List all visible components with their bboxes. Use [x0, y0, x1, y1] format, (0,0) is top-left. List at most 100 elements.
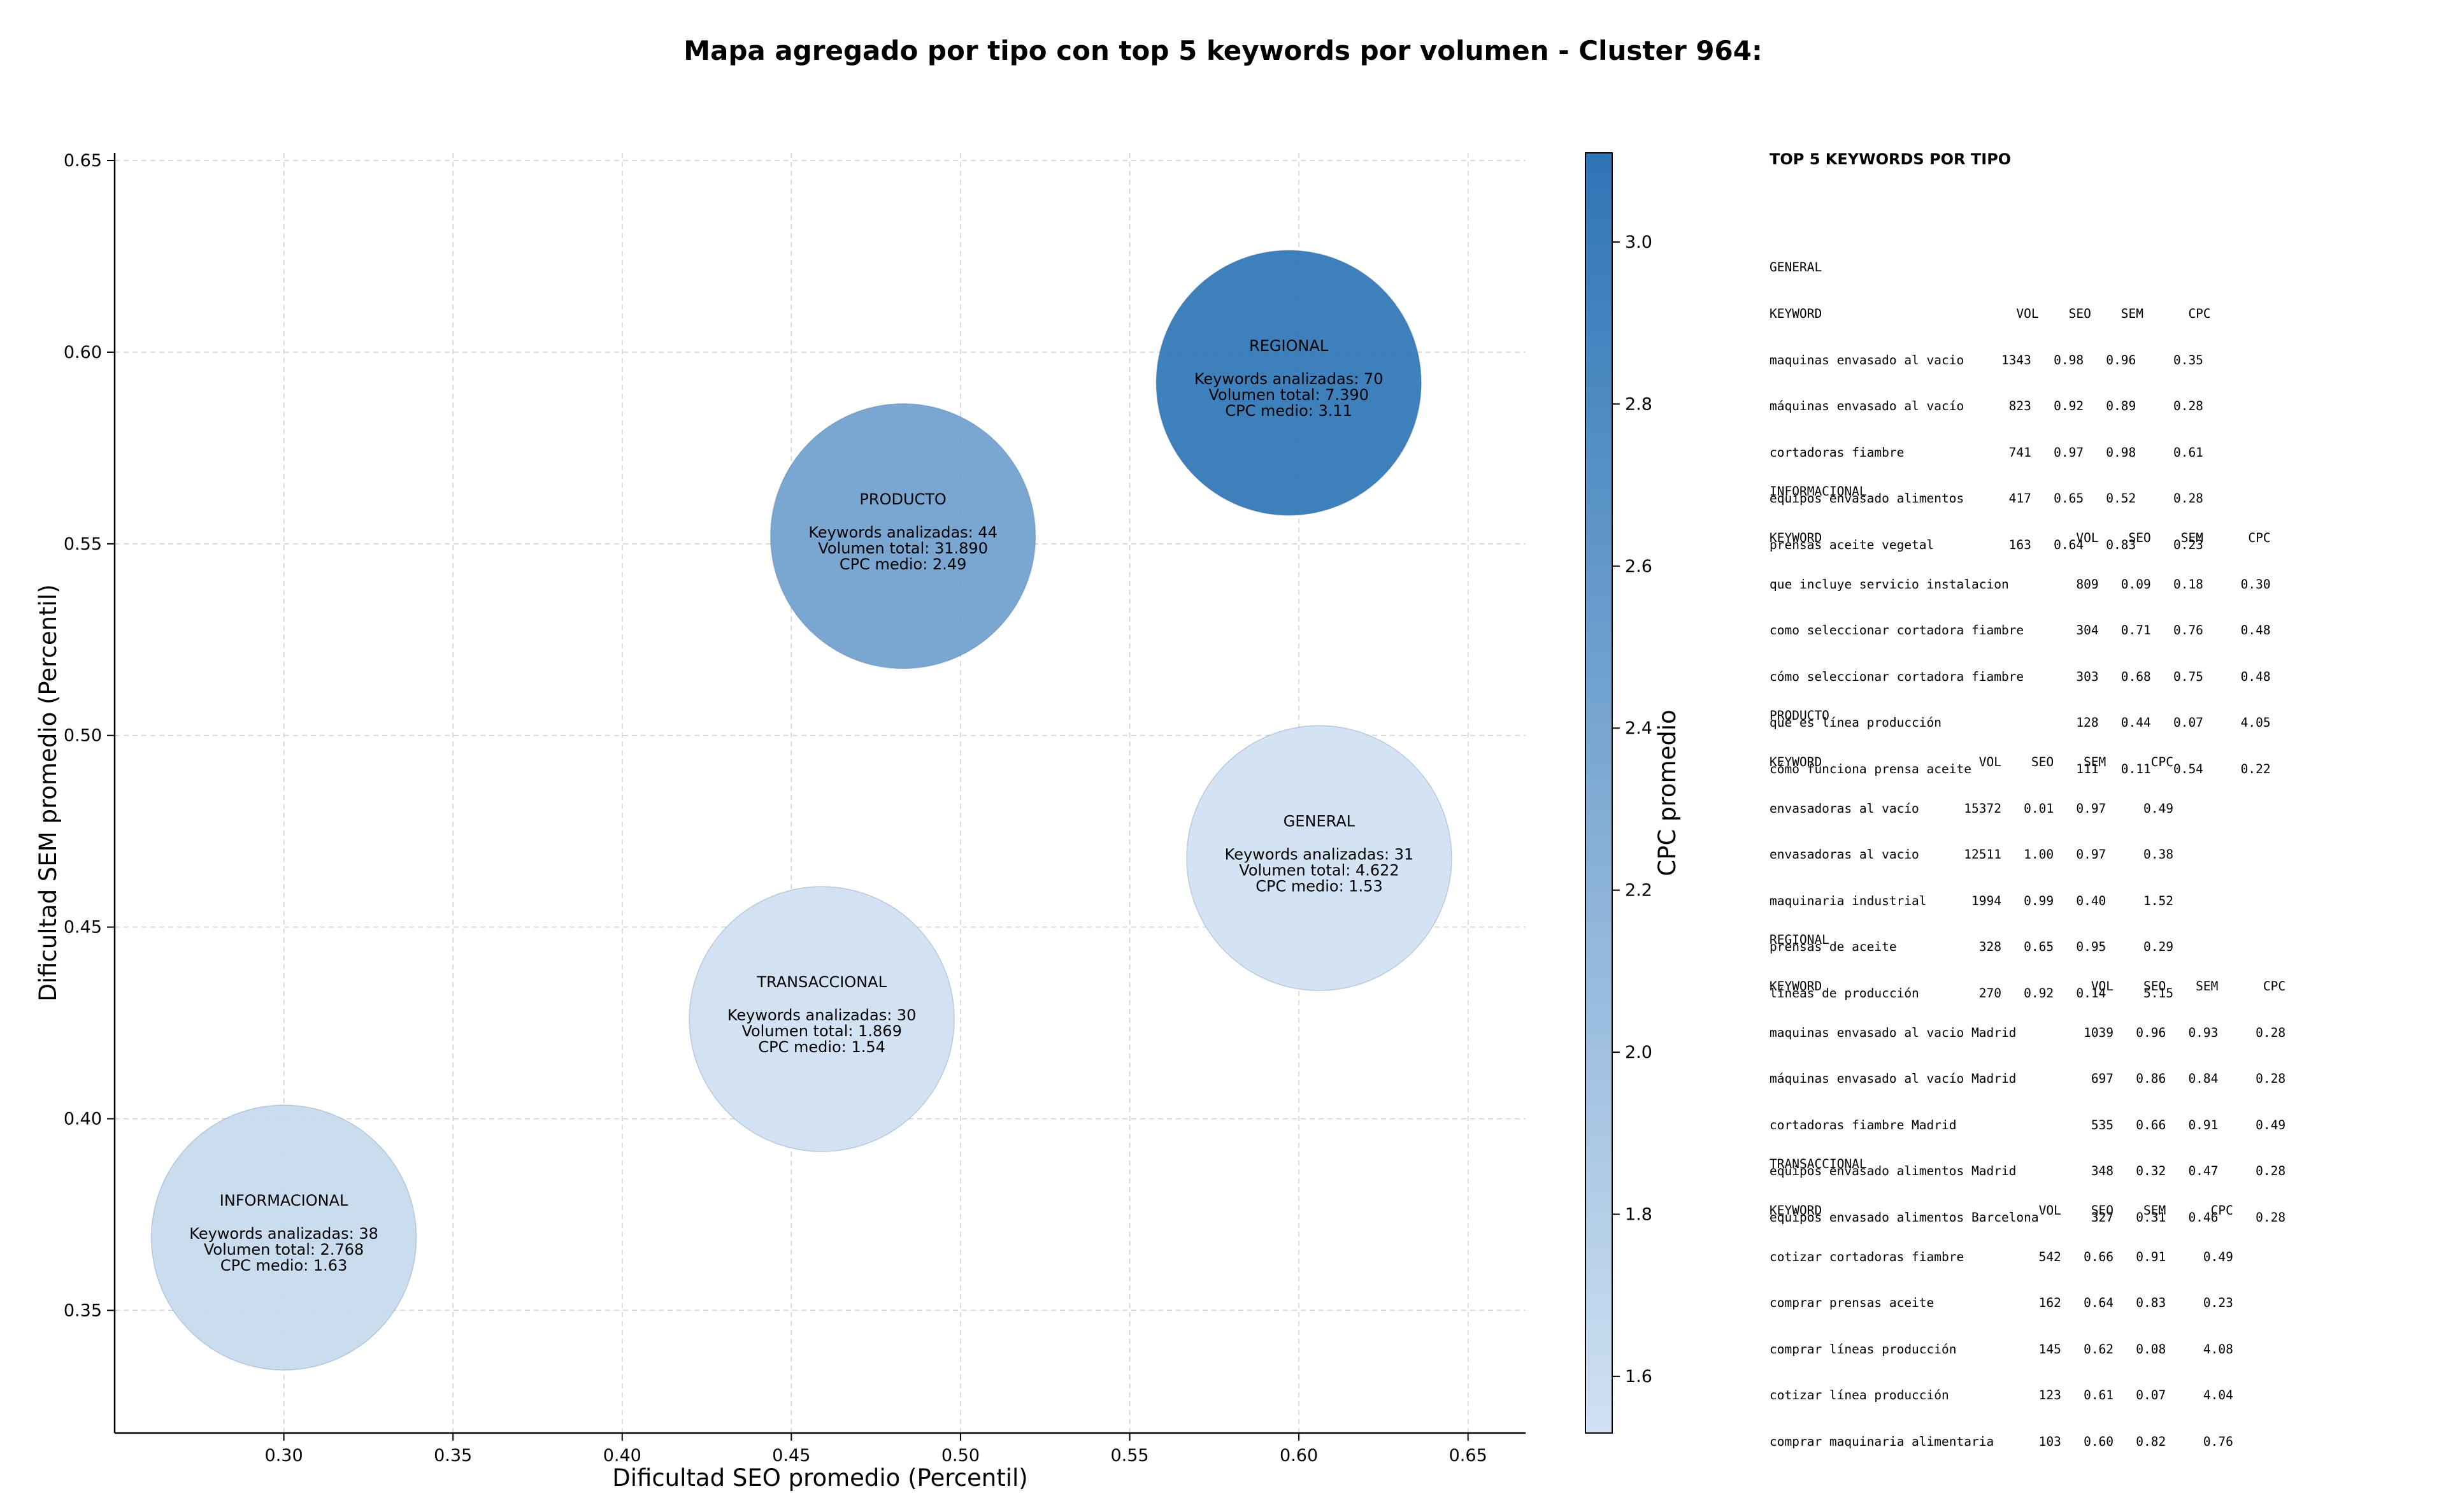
- bubble-stat: CPC medio: 1.53: [1255, 877, 1383, 895]
- colorbar: 1.6 1.8 2.0 2.2 2.4 2.6 2.8 3.0 CPC promedio: [1585, 152, 1681, 1434]
- table-row: cortadoras fiambre 741 0.97 0.98 0.61: [1770, 445, 2203, 460]
- table-header: KEYWORD VOL SEO SEM CPC: [1770, 1203, 2233, 1218]
- table-row: líneas de producción 270 0.92 0.14 5.15: [1770, 986, 2173, 1001]
- x-axis-label: Dificultad SEO promedio (Percentil): [612, 1464, 1027, 1492]
- y-tick-label: 0.50: [64, 726, 102, 746]
- colorbar-label: CPC promedio: [1654, 710, 1681, 876]
- table-header: KEYWORD VOL SEO SEM CPC: [1770, 755, 2173, 770]
- colorbar-tick-label: 2.6: [1625, 557, 1652, 576]
- top-keywords-panel: TOP 5 KEYWORDS POR TIPO GENERAL KEYWORD …: [1770, 150, 2432, 1449]
- block-title: REGIONAL: [1770, 932, 1829, 948]
- table-row: comprar prensas aceite 162 0.64 0.83 0.2…: [1770, 1295, 2233, 1311]
- chart-title: Mapa agregado por tipo con top 5 keyword…: [683, 35, 1763, 66]
- x-tick-label: 0.50: [941, 1446, 980, 1466]
- table-row: prensas de aceite 328 0.65 0.95 0.29: [1770, 939, 2173, 955]
- keyword-block-transaccional: TRANSACCIONAL KEYWORD VOL SEO SEM CPC co…: [1770, 1126, 2233, 1481]
- table-header: KEYWORD VOL SEO SEM CPC: [1770, 306, 2211, 322]
- x-tick-label: 0.30: [265, 1446, 303, 1466]
- table-row: maquinas envasado al vacio Madrid 1039 0…: [1770, 1025, 2286, 1040]
- y-tick-label: 0.45: [64, 918, 102, 938]
- y-tick-label: 0.35: [64, 1301, 102, 1320]
- bubble-title: GENERAL: [1284, 812, 1355, 830]
- table-row: como seleccionar cortadora fiambre 304 0…: [1770, 623, 2271, 638]
- colorbar-tick-label: 3.0: [1625, 232, 1652, 252]
- bubble-stat: CPC medio: 1.54: [758, 1038, 885, 1056]
- x-tick-label: 0.55: [1110, 1446, 1148, 1466]
- table-row: equipos envasado alimentos 417 0.65 0.52…: [1770, 491, 2203, 506]
- colorbar-gradient: [1585, 152, 1613, 1434]
- bubble-stat: Keywords analizadas: 31: [1225, 845, 1414, 863]
- table-row: prensas aceite vegetal 163 0.64 0.83 0.2…: [1770, 538, 2203, 553]
- panel-heading: TOP 5 KEYWORDS POR TIPO: [1770, 150, 2012, 168]
- block-title: PRODUCTO: [1770, 708, 1829, 724]
- colorbar-tick-label: 2.2: [1625, 881, 1652, 901]
- bubble-stat: Volumen total: 1.869: [741, 1022, 901, 1040]
- bubble-title: PRODUCTO: [859, 490, 946, 508]
- table-row: envasadoras al vacio 12511 1.00 0.97 0.3…: [1770, 847, 2173, 862]
- table-row: máquinas envasado al vacío 823 0.92 0.89…: [1770, 399, 2203, 414]
- table-row: equipos envasado alimentos Madrid 348 0.…: [1770, 1164, 2286, 1179]
- colorbar-tick-label: 1.8: [1625, 1205, 1652, 1225]
- bubble-circle: [150, 1104, 417, 1371]
- table-row: comprar maquinaria alimentaria 103 0.60 …: [1770, 1434, 2233, 1450]
- table-row: que incluye servicio instalacion 809 0.0…: [1770, 576, 2271, 592]
- bubble-title: TRANSACCIONAL: [756, 973, 887, 991]
- bubble-title: INFORMACIONAL: [220, 1192, 348, 1209]
- bubble-transaccional: TRANSACCIONAL Keywords analizadas: 30Volu…: [689, 886, 955, 1152]
- colorbar-tick-label: 2.0: [1625, 1043, 1652, 1062]
- x-tick-label: 0.65: [1449, 1446, 1487, 1466]
- bubble-circle: [1155, 250, 1422, 516]
- table-header: KEYWORD VOL SEO SEM CPC: [1770, 531, 2271, 546]
- table-row: comprar líneas producción 145 0.62 0.08 …: [1770, 1341, 2233, 1357]
- bubble-title: REGIONAL: [1249, 337, 1329, 355]
- table-row: cotizar línea producción 123 0.61 0.07 4…: [1770, 1388, 2233, 1403]
- bubble-stat: Volumen total: 31.890: [818, 539, 988, 557]
- bubble-stat: CPC medio: 3.11: [1225, 402, 1352, 420]
- bubble-circle: [769, 403, 1036, 669]
- x-tick-label: 0.60: [1280, 1446, 1318, 1466]
- table-row: equipos envasado alimentos Barcelona 327…: [1770, 1210, 2286, 1225]
- table-row: cómo seleccionar cortadora fiambre 303 0…: [1770, 669, 2271, 684]
- x-tick-label: 0.45: [772, 1446, 810, 1466]
- table-row: maquinas envasado al vacio 1343 0.98 0.9…: [1770, 352, 2203, 367]
- x-tick-label: 0.40: [603, 1446, 641, 1466]
- bubble-stat: Volumen total: 2.768: [204, 1241, 364, 1259]
- bubble-stat: CPC medio: 2.49: [840, 555, 967, 573]
- table-row: envasadoras al vacío 15372 0.01 0.97 0.4…: [1770, 801, 2173, 816]
- y-tick-label: 0.65: [64, 151, 102, 171]
- table-row: maquinaria industrial 1994 0.99 0.40 1.5…: [1770, 893, 2173, 908]
- y-tick-label: 0.55: [64, 534, 102, 554]
- keyword-block-producto: PRODUCTO KEYWORD VOL SEO SEM CPC envasad…: [1770, 678, 2173, 1032]
- x-tick-label: 0.35: [434, 1446, 472, 1466]
- table-row: cómo funciona prensa aceite 111 0.11 0.5…: [1770, 762, 2271, 777]
- keyword-block-regional: REGIONAL KEYWORD VOL SEO SEM CPC maquina…: [1770, 902, 2285, 1257]
- table-row: cortadoras fiambre Madrid 535 0.66 0.91 …: [1770, 1117, 2286, 1132]
- table-header: KEYWORD VOL SEO SEM CPC: [1770, 979, 2286, 994]
- block-title: TRANSACCIONAL: [1770, 1157, 1867, 1172]
- bubble-stat: Keywords analizadas: 70: [1194, 370, 1384, 388]
- table-row: qué es línea producción 128 0.44 0.07 4.…: [1770, 715, 2271, 731]
- block-title: INFORMACIONAL: [1770, 484, 1867, 499]
- keyword-block-general: GENERAL KEYWORD VOL SEO SEM CPC maquinas…: [1770, 229, 2211, 584]
- keyword-block-informacional: INFORMACIONAL KEYWORD VOL SEO SEM CPC qu…: [1770, 453, 2271, 808]
- table-row: cotizar cortadoras fiambre 542 0.66 0.91…: [1770, 1249, 2233, 1264]
- colorbar-tick-label: 2.8: [1625, 394, 1652, 414]
- colorbar-tick-label: 1.6: [1625, 1367, 1652, 1387]
- bubble-informacional: INFORMACIONAL Keywords analizadas: 38Volu…: [150, 1104, 417, 1371]
- bubble-circle: [1186, 725, 1452, 992]
- bubble-stat: Volumen total: 7.390: [1208, 386, 1368, 404]
- block-title: GENERAL: [1770, 260, 1822, 275]
- bubble-stat: Keywords analizadas: 38: [189, 1225, 378, 1243]
- y-axis-label: Dificultad SEM promedio (Percentil): [34, 584, 62, 1001]
- bubble-stat: Keywords analizadas: 30: [727, 1006, 917, 1024]
- y-tick-label: 0.60: [64, 343, 102, 362]
- bubble-stat: CPC medio: 1.63: [220, 1257, 348, 1274]
- bubble-stat: Keywords analizadas: 44: [808, 524, 998, 541]
- colorbar-tick-label: 2.4: [1625, 718, 1652, 738]
- table-row: máquinas envasado al vacío Madrid 697 0.…: [1770, 1071, 2286, 1087]
